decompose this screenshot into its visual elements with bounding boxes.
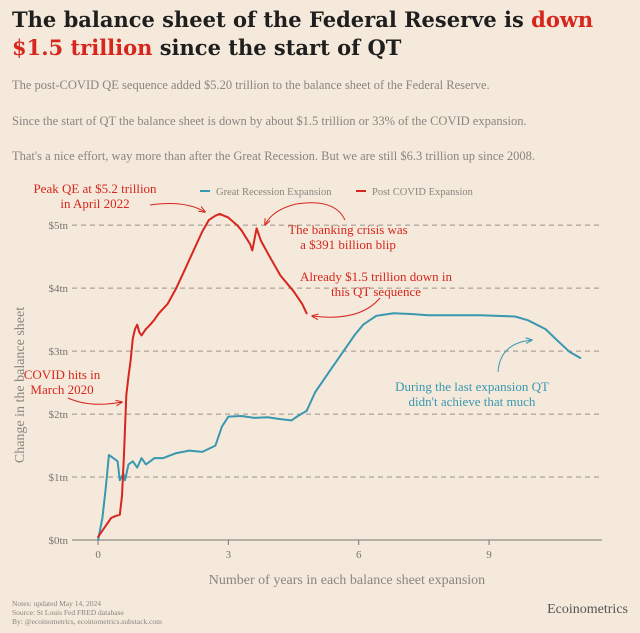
annotation-gr-qt-line: During the last expansion QT [395, 379, 549, 394]
subtitle-2: Since the start of QT the balance sheet … [12, 114, 527, 128]
annotation-qt-line: Already $1.5 trillion down in [300, 269, 453, 284]
title-highlight-amount: $1.5 trillion [12, 35, 153, 60]
notes-source: Source: St Louis Fed FRED database [12, 608, 124, 617]
annotation-peak: Peak QE at $5.2 trillion in April 2022 [33, 181, 157, 211]
arrow-banking [265, 202, 346, 225]
title-part1: The balance sheet of the Federal Reserve… [12, 7, 532, 32]
subtitle-3: That's a nice effort, way more than afte… [12, 149, 536, 163]
annotation-qt-line: this QT sequence [331, 284, 421, 299]
arrow-covid [67, 397, 122, 404]
x-tick-label: 0 [95, 549, 101, 561]
annotation-qt: Already $1.5 trillion down in this QT seq… [300, 269, 453, 299]
annotation-peak-line: in April 2022 [60, 196, 129, 211]
annotation-covid-line: COVID hits in [24, 367, 101, 382]
annotation-covid: COVID hits in March 2020 [24, 367, 101, 397]
x-tick-label: 3 [226, 549, 232, 561]
x-tick-label: 9 [486, 549, 492, 561]
title-highlight-down: down [531, 7, 594, 32]
y-tick-label: $0tn [48, 535, 68, 547]
arrow-gr-qt [497, 340, 532, 373]
notes: Notes: updated May 14, 2024 Source: St L… [12, 599, 162, 626]
brand-logo-text: Ecoinometrics [547, 602, 628, 617]
y-tick-label: $4tn [48, 283, 68, 295]
y-tick-label: $5tn [48, 220, 68, 232]
annotation-gr-qt: During the last expansion QT didn't achie… [395, 379, 549, 409]
y-tick-label: $3tn [48, 346, 68, 358]
notes-byline: By: @ecoinometrics, ecoinometrics.substa… [12, 617, 162, 626]
subtitle-1: The post-COVID QE sequence added $5.20 t… [12, 78, 490, 92]
notes-updated: Notes: updated May 14, 2024 [12, 599, 101, 608]
series-line-great-recession [97, 312, 582, 541]
y-tick-label: $2tn [48, 409, 68, 421]
annotation-banking-line: The banking crisis was [288, 222, 408, 237]
x-axis-title: Number of years in each balance sheet ex… [209, 573, 485, 588]
arrow-qt [312, 297, 381, 317]
annotation-covid-line: March 2020 [30, 382, 93, 397]
y-tick-label: $1tn [48, 472, 68, 484]
chart-title: The balance sheet of the Federal Reserve… [12, 6, 632, 62]
annotation-banking-line: a $391 billion blip [300, 237, 396, 252]
series-line-post-covid [97, 212, 308, 538]
arrow-peak [149, 203, 205, 212]
annotation-banking: The banking crisis was a $391 billion bli… [288, 222, 408, 252]
x-tick-label: 6 [356, 549, 362, 561]
title-part2: since the start of QT [152, 35, 402, 60]
y-axis-title: Change in the balance sheet [13, 307, 28, 463]
legend-post-covid: Post COVID Expansion [372, 187, 474, 198]
legend-great-recession: Great Recession Expansion [216, 187, 332, 198]
annotation-gr-qt-line: didn't achieve that much [409, 394, 536, 409]
annotation-peak-line: Peak QE at $5.2 trillion [33, 181, 157, 196]
